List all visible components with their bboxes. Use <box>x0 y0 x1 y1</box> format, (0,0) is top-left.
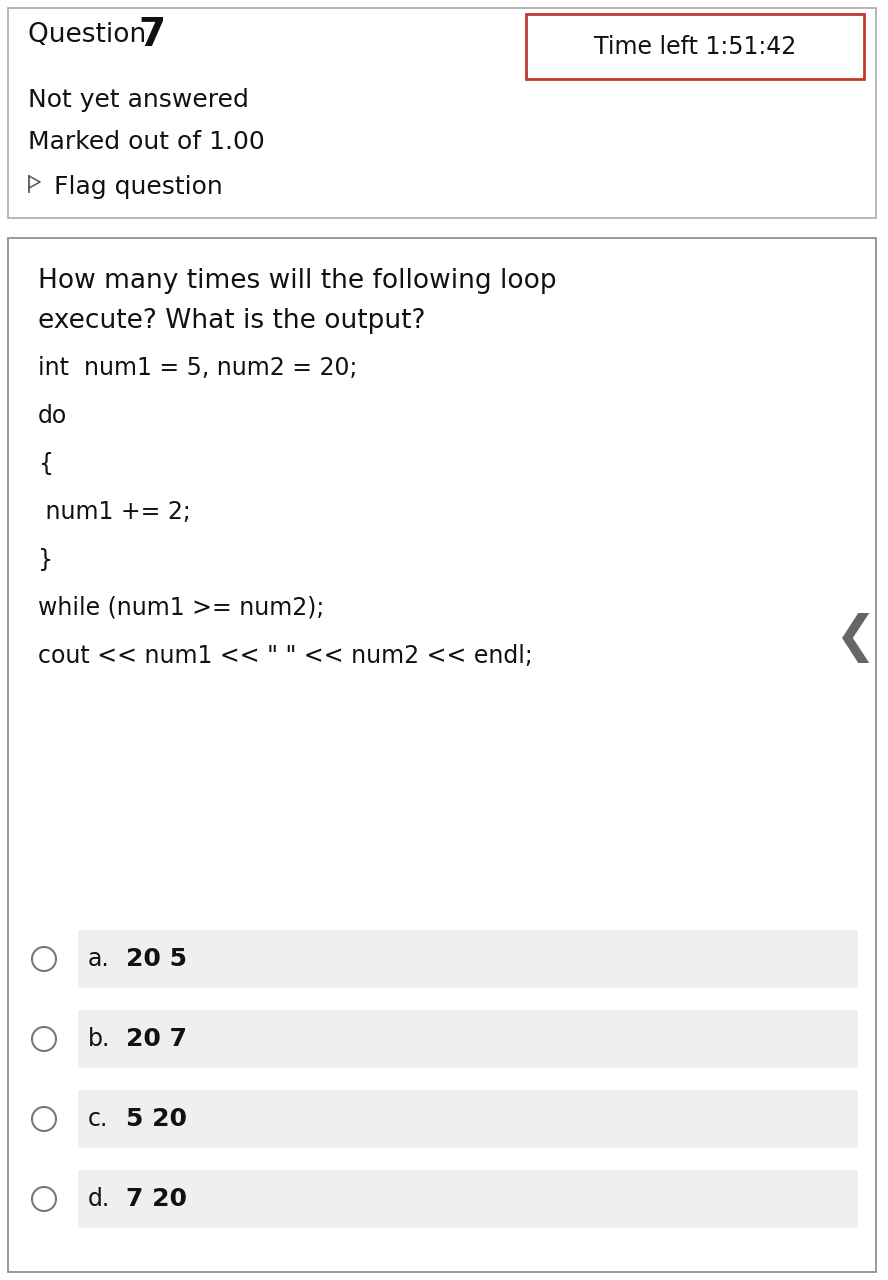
Text: }: } <box>38 548 53 572</box>
Text: Flag question: Flag question <box>46 175 223 198</box>
Bar <box>8 238 876 1272</box>
Circle shape <box>32 1187 56 1211</box>
Bar <box>78 931 858 988</box>
Text: int  num1 = 5, num2 = 20;: int num1 = 5, num2 = 20; <box>38 356 357 380</box>
Text: 7: 7 <box>138 15 165 54</box>
Text: Not yet answered: Not yet answered <box>28 88 249 111</box>
Text: do: do <box>38 404 67 428</box>
Text: Time left 1:51:42: Time left 1:51:42 <box>594 35 797 59</box>
Circle shape <box>32 1027 56 1051</box>
Text: Question: Question <box>28 22 155 47</box>
Circle shape <box>32 1107 56 1132</box>
Text: {: { <box>38 452 53 476</box>
Text: 5 20: 5 20 <box>126 1107 187 1132</box>
Circle shape <box>32 947 56 972</box>
Text: Marked out of 1.00: Marked out of 1.00 <box>28 131 265 154</box>
Text: d.: d. <box>88 1187 110 1211</box>
Text: b.: b. <box>88 1027 110 1051</box>
Text: 7 20: 7 20 <box>126 1187 187 1211</box>
Text: c.: c. <box>88 1107 108 1132</box>
Text: a.: a. <box>88 947 110 972</box>
Text: while (num1 >= num2);: while (num1 >= num2); <box>38 596 324 620</box>
Text: num1 += 2;: num1 += 2; <box>38 500 191 524</box>
Bar <box>78 1170 858 1228</box>
Text: cout << num1 << " " << num2 << endl;: cout << num1 << " " << num2 << endl; <box>38 644 533 668</box>
Bar <box>8 8 876 218</box>
Text: execute? What is the output?: execute? What is the output? <box>38 308 425 334</box>
Bar <box>526 14 864 79</box>
Bar <box>78 1091 858 1148</box>
Text: 20 5: 20 5 <box>126 947 187 972</box>
Text: How many times will the following loop: How many times will the following loop <box>38 268 557 294</box>
Bar <box>78 1010 858 1068</box>
Text: ❮: ❮ <box>835 613 877 663</box>
Text: 20 7: 20 7 <box>126 1027 187 1051</box>
